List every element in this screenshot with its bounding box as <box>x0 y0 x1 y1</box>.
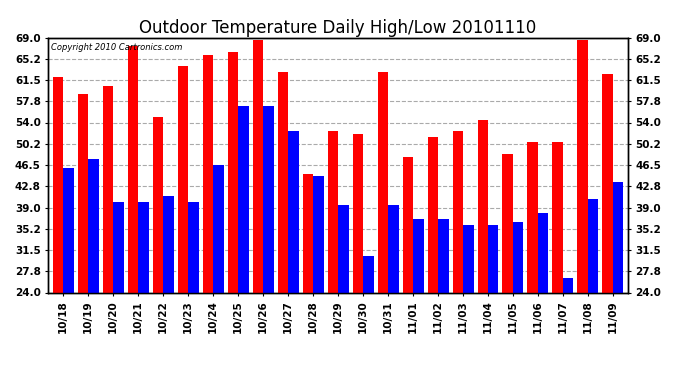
Bar <box>602 74 613 292</box>
Bar <box>113 202 124 292</box>
Bar <box>228 52 238 292</box>
Bar <box>178 66 188 292</box>
Bar <box>152 117 164 292</box>
Title: Outdoor Temperature Daily High/Low 20101110: Outdoor Temperature Daily High/Low 20101… <box>139 20 537 38</box>
Bar <box>164 196 174 292</box>
Bar <box>138 202 149 292</box>
Bar <box>53 77 63 292</box>
Bar <box>338 205 348 292</box>
Bar <box>188 202 199 292</box>
Bar <box>513 222 524 292</box>
Bar <box>353 134 363 292</box>
Bar <box>527 142 538 292</box>
Bar <box>502 154 513 292</box>
Bar <box>488 225 498 292</box>
Bar <box>413 219 424 292</box>
Bar <box>588 199 598 292</box>
Bar <box>128 46 138 292</box>
Bar <box>213 165 224 292</box>
Bar <box>377 72 388 292</box>
Bar <box>388 205 399 292</box>
Bar <box>438 219 449 292</box>
Bar <box>363 256 373 292</box>
Bar <box>203 54 213 292</box>
Bar <box>238 105 248 292</box>
Bar <box>553 142 563 292</box>
Bar <box>402 156 413 292</box>
Bar <box>288 131 299 292</box>
Text: Copyright 2010 Cartronics.com: Copyright 2010 Cartronics.com <box>51 43 183 52</box>
Bar <box>78 94 88 292</box>
Bar <box>328 131 338 292</box>
Bar <box>103 86 113 292</box>
Bar <box>428 136 438 292</box>
Bar <box>303 174 313 292</box>
Bar <box>613 182 623 292</box>
Bar <box>538 213 549 292</box>
Bar <box>463 225 473 292</box>
Bar <box>253 40 263 292</box>
Bar <box>263 105 274 292</box>
Bar <box>578 40 588 292</box>
Bar <box>477 120 488 292</box>
Bar <box>277 72 288 292</box>
Bar <box>88 159 99 292</box>
Bar <box>313 176 324 292</box>
Bar <box>453 131 463 292</box>
Bar <box>563 278 573 292</box>
Bar <box>63 168 74 292</box>
